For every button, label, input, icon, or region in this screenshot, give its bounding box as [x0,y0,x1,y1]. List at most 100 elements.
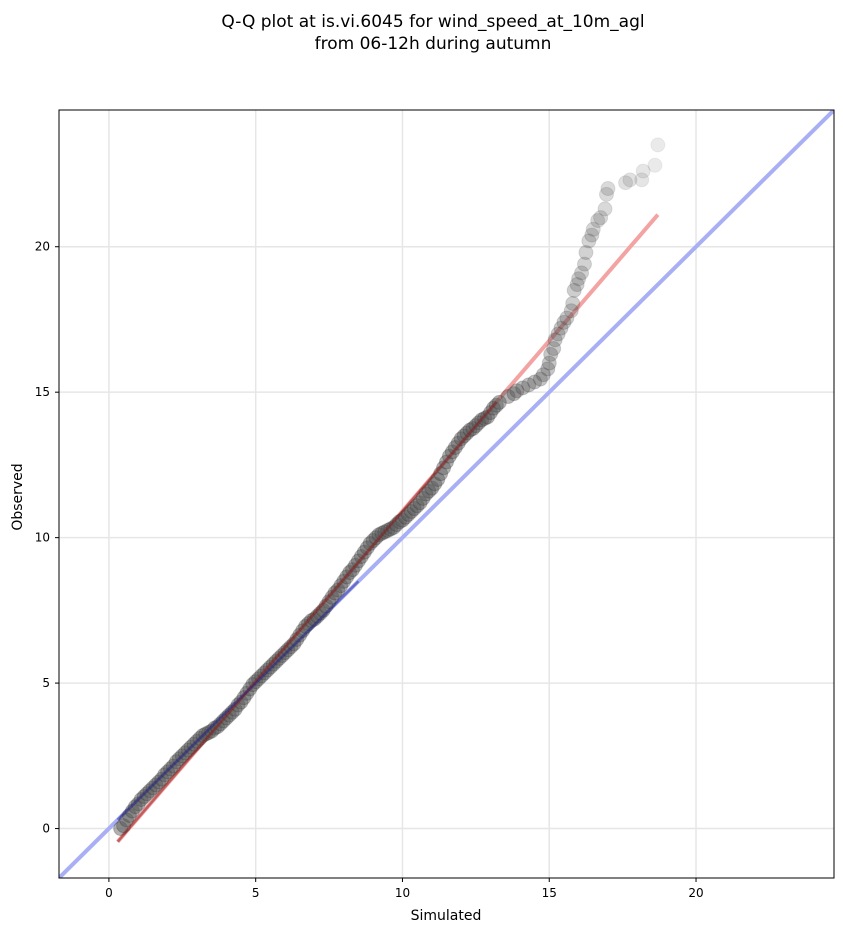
scatter-point [154,771,170,787]
scatter-point [585,221,601,237]
scatter-point [171,751,187,767]
scatter-point [268,653,284,669]
scatter-point [418,486,434,502]
scatter-point [622,172,638,188]
scatter-point [559,310,575,326]
scatter-point [298,618,314,634]
scatter-point [421,483,437,499]
scatter-point [265,656,281,672]
plot-frame [58,109,835,879]
scatter-point [541,355,557,371]
scatter-point [427,476,443,492]
scatter-point [124,803,140,819]
scatter-point [647,157,663,173]
scatter-point [483,405,499,421]
scatter-point [174,748,190,764]
scatter-point [333,578,349,594]
scatter-point [584,227,600,243]
scatter-point [230,697,246,713]
scatter-point [330,582,346,598]
x-axis-label: Simulated [411,908,482,924]
scatter-point [635,163,651,179]
scatter-point [547,332,563,348]
scatter-point [133,791,149,807]
scatter-point [177,745,193,761]
scatter-point [500,389,516,405]
scatter-point [543,346,559,362]
scatter-point [477,410,493,426]
scatter-point [462,422,478,438]
scatter-point [578,245,594,261]
grid-lines [59,110,834,878]
scatter-point [453,431,469,447]
scatter-point [292,627,308,643]
scatter-point [634,172,650,188]
scatter-point [303,613,319,629]
scatter-point [566,282,582,298]
reference-line-overlay [116,580,360,821]
scatter-point [157,767,173,783]
y-tick-label: 15 [35,385,50,399]
fit-line-overlay [116,401,498,843]
scatter-point [509,383,525,399]
scatter-point [424,480,440,496]
scatter-point [546,341,562,357]
chart-title-line-2: from 06-12h during autumn [315,34,552,54]
scatter-point [121,807,137,823]
scatter-point [163,761,179,777]
x-tick-label: 5 [252,886,260,900]
scatter-point [436,460,452,476]
scatter-point [485,400,501,416]
scatter-point [274,647,290,663]
scatter-point [168,754,184,770]
scatter-point [491,394,507,410]
scatter-point [233,694,249,710]
scatter-point [521,377,537,393]
scatter-point [227,701,243,717]
scatter-point [221,707,237,723]
y-tick-label: 0 [42,822,50,836]
scatter-point [535,367,551,383]
scatter-point [598,186,614,202]
scatter-point [581,233,597,249]
scatter-point [371,527,387,543]
y-tick-label: 5 [42,676,50,690]
scatter-point [556,314,572,330]
scatter-point [383,521,399,537]
scatter-point [540,361,556,377]
scatter-point [597,201,613,217]
scatter-point [262,659,278,675]
scatter-point [403,503,419,519]
scatter-point [459,425,475,441]
scatter-point [569,277,585,293]
scatter-point [127,799,143,815]
scatter-point [574,265,590,281]
scatter-point [565,295,581,311]
reference-line-group [59,110,834,878]
scatter-point [553,320,569,336]
y-axis-ticks: 0 5 10 15 20 [35,240,59,836]
scatter-point [142,783,158,799]
scatter-point [201,725,217,741]
scatter-point [506,386,522,402]
x-tick-label: 15 [542,886,557,900]
x-tick-label: 20 [688,886,703,900]
scatter-point [160,764,176,780]
scatter-point [139,786,155,802]
scatter-point [119,812,135,828]
scatter-point [527,374,543,390]
scatter-point [532,371,548,387]
scatter-point [600,181,616,197]
x-axis-ticks: 0 5 10 15 20 [105,878,704,900]
scatter-point [576,256,592,272]
scatter-point [148,777,164,793]
scatter-point [165,758,181,774]
scatter-point [550,326,566,342]
scatter-point [271,650,287,666]
scatter-point [456,428,472,444]
scatter-point [368,530,384,546]
scatter-point [450,435,466,451]
scatter-point [130,796,146,812]
scatter-point [593,210,609,226]
